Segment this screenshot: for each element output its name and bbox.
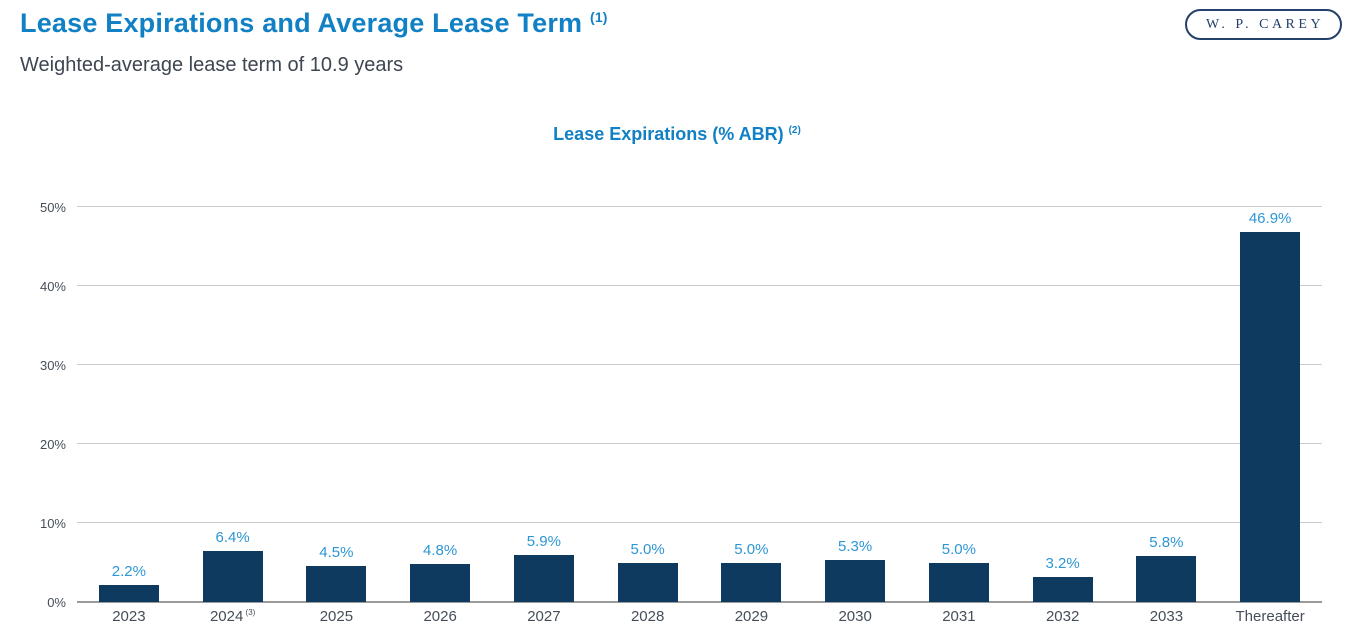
bar-2023 [98, 584, 159, 602]
bar-slot-2031: 5.0% [907, 207, 1011, 602]
bar-2026 [410, 564, 471, 602]
bar-2032 [1032, 576, 1093, 602]
bar-2024 [202, 551, 263, 602]
y-tick-label: 10% [39, 516, 66, 531]
bar-slot-2027: 5.9% [492, 207, 596, 602]
bar-slot-2024: 6.4% [181, 207, 285, 602]
bar-slot-2023: 2.2% [77, 207, 181, 602]
y-tick-label: 40% [39, 279, 66, 294]
bar-slot-thereafter: 46.9% [1218, 207, 1322, 602]
x-tick-label-2024: 2024 (3) [209, 608, 256, 625]
x-tick-label-2029: 2029 [734, 608, 769, 625]
x-tick-label-thereafter: Thereafter [1235, 608, 1305, 625]
value-label-2030: 5.3% [838, 538, 873, 556]
x-tick-label-2025: 2025 [319, 608, 354, 625]
page-title-text: Lease Expirations and Average Lease Term [20, 8, 583, 38]
y-tick-label: 30% [39, 358, 66, 373]
page-title: Lease Expirations and Average Lease Term… [20, 8, 608, 39]
bar-slot-2026: 4.8% [388, 207, 492, 602]
y-axis-labels: 0% 10% 20% 30% 40% 50% [0, 200, 66, 610]
gridline-50% [77, 206, 1322, 207]
x-tick-label-2031: 2031 [942, 608, 976, 625]
bar-2031 [928, 562, 989, 602]
chart-title-footnote-marker: (2) [788, 125, 801, 136]
x-tick-label-2028: 2028 [630, 608, 665, 625]
x-tick-label-2027: 2027 [527, 608, 561, 625]
chart-title-text: Lease Expirations (% ABR) [553, 124, 784, 144]
title-footnote-marker: (1) [589, 9, 608, 25]
bar-2029 [721, 562, 782, 602]
y-tick-label: 20% [39, 437, 66, 452]
gridline-10% [77, 522, 1322, 523]
bar-slot-2030: 5.3% [803, 207, 907, 602]
bar-slot-2028: 5.0% [596, 207, 700, 602]
bar-slot-2029: 5.0% [700, 207, 804, 602]
plot-area: 2.2% 6.4% 4.5% 4.8% 5.9% 5.0% 5.0% 5.3% 5.0% 3.2%… [77, 206, 1322, 603]
value-label-2032: 3.2% [1045, 554, 1080, 572]
gridline-40% [77, 285, 1322, 286]
x-tick-label-2030: 2030 [838, 608, 872, 625]
bar-2025 [306, 566, 367, 602]
bar-slot-2033: 5.8% [1115, 207, 1219, 602]
x-tick-label-2033: 2033 [1149, 608, 1184, 625]
x-tick-label-2026: 2026 [423, 608, 457, 625]
bar-thereafter [1240, 231, 1301, 602]
bar-slot-2032: 3.2% [1011, 207, 1115, 602]
bar-2030 [825, 560, 886, 602]
category-footnote-marker: (3) [243, 608, 256, 617]
y-tick-label: 0% [47, 595, 66, 610]
value-label-2027: 5.9% [526, 533, 561, 551]
x-axis-baseline [77, 601, 1322, 603]
x-tick-label-2023: 2023 [112, 608, 146, 625]
value-label-2028: 5.0% [630, 540, 665, 558]
bar-2028 [617, 562, 678, 602]
value-label-2023: 2.2% [111, 562, 146, 580]
value-label-2026: 4.8% [423, 542, 458, 560]
value-label-2024: 6.4% [215, 529, 250, 547]
wp-carey-logo: W. P. CAREY [1185, 9, 1342, 40]
chart-title: Lease Expirations (% ABR) (2) [0, 124, 1354, 145]
value-label-thereafter: 46.9% [1248, 209, 1292, 227]
bar-2033 [1136, 556, 1197, 602]
gridline-20% [77, 443, 1322, 444]
x-axis-labels: 2023 2024 (3) 2025 2026 2027 2028 2029 2030 2031… [77, 608, 1322, 630]
bar-2027 [513, 555, 574, 602]
value-label-2029: 5.0% [734, 540, 769, 558]
wp-carey-logo-text: W. P. CAREY [1205, 16, 1325, 32]
bar-slot-2025: 4.5% [285, 207, 389, 602]
value-label-2025: 4.5% [319, 544, 354, 562]
page-subtitle: Weighted-average lease term of 10.9 year… [20, 54, 404, 76]
gridline-30% [77, 364, 1322, 365]
value-label-2031: 5.0% [941, 540, 976, 558]
y-tick-label: 50% [39, 200, 66, 215]
x-tick-label-2032: 2032 [1045, 608, 1080, 625]
value-label-2033: 5.8% [1149, 534, 1184, 552]
